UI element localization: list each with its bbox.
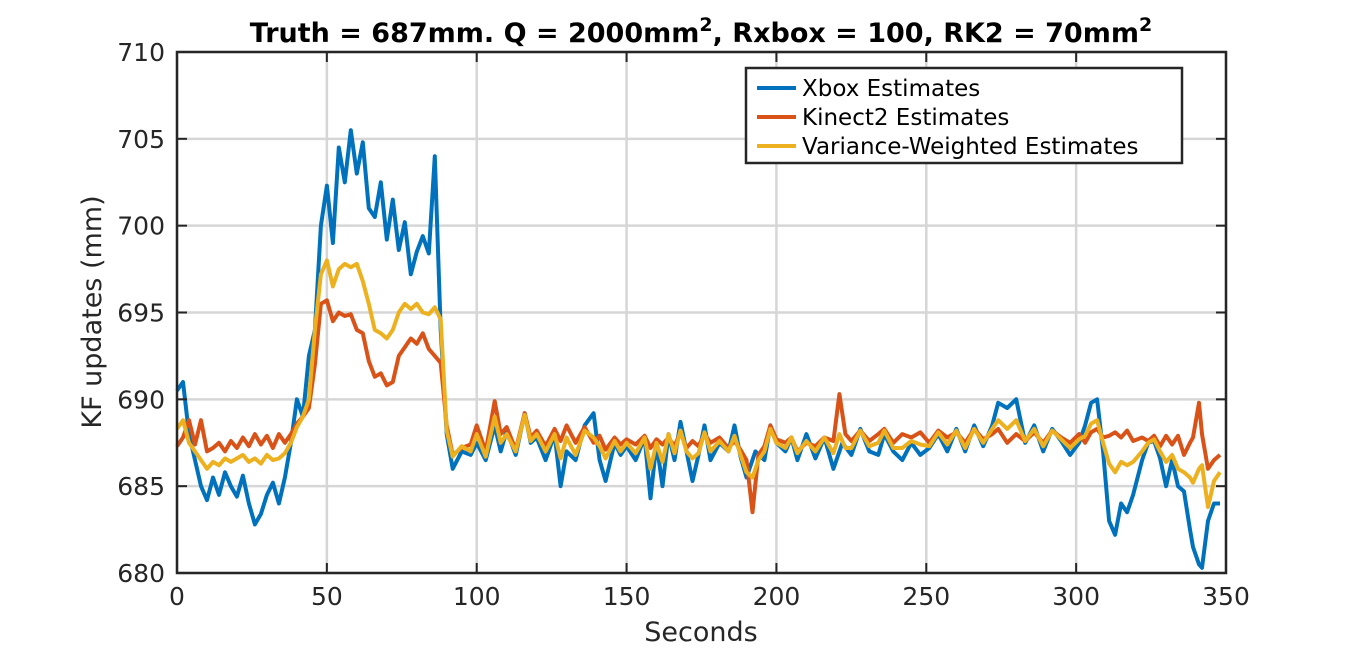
y-tick-label: 685 [117, 472, 165, 501]
legend: Xbox Estimates Kinect2 Estimates Variance-… [744, 66, 1184, 165]
y-tick-label: 700 [117, 212, 165, 241]
x-axis-label: Seconds [644, 617, 757, 648]
x-tick-label: 300 [1052, 582, 1100, 611]
title-mid: , Rxbox = 100, RK2 = 70mm [713, 18, 1139, 49]
title-sup-1: 2 [699, 14, 712, 36]
legend-entry-2: Variance-Weighted Estimates [802, 134, 1139, 160]
y-tick-label: 710 [117, 38, 165, 67]
y-tick-label: 705 [117, 125, 165, 154]
y-tick-label: 680 [117, 559, 165, 588]
chart-title: Truth = 687mm. Q = 2000mm2, Rxbox = 100,… [250, 14, 1152, 49]
x-tick-label: 0 [169, 582, 185, 611]
series-line-0 [175, 128, 1220, 570]
title-main: Truth = 687mm. Q = 2000mm [250, 18, 700, 49]
x-tick-label: 350 [1202, 582, 1250, 611]
legend-entry-1: Kinect2 Estimates [802, 105, 1009, 131]
legend-entry-0: Xbox Estimates [802, 76, 980, 102]
legend-box [744, 66, 1184, 165]
x-axis-ticks: 0 50 100 150 200 250 300 350 [169, 52, 1250, 611]
title-sup-2: 2 [1139, 14, 1152, 36]
plot-series [175, 128, 1222, 570]
x-tick-label: 50 [311, 582, 343, 611]
y-axis-ticks: 680 685 690 695 700 705 710 [117, 38, 1226, 588]
series-line-1 [175, 298, 1222, 515]
x-tick-label: 200 [753, 582, 801, 611]
y-tick-label: 695 [117, 299, 165, 328]
series-line-2 [175, 258, 1222, 509]
x-tick-label: 250 [902, 582, 950, 611]
y-axis-label: KF updates (mm) [77, 195, 108, 428]
y-tick-label: 690 [117, 385, 165, 414]
x-tick-label: 100 [453, 582, 501, 611]
x-tick-label: 150 [603, 582, 651, 611]
